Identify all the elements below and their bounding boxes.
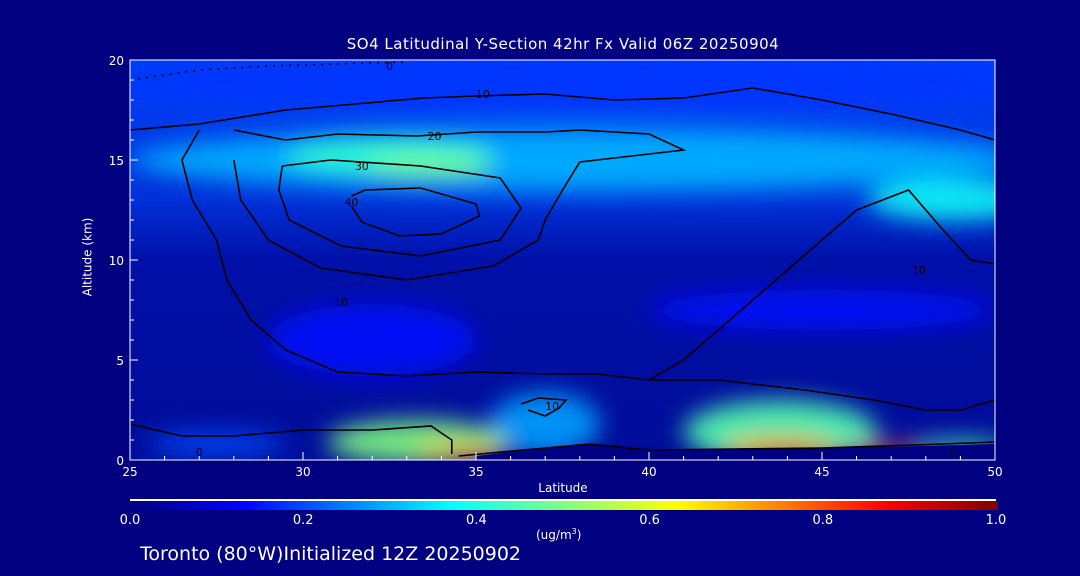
contour-label: 20 bbox=[427, 130, 441, 143]
contour-label: 0 bbox=[196, 446, 203, 459]
contour-label: 0 bbox=[386, 60, 393, 73]
concentration-region bbox=[130, 128, 995, 192]
contour-line-10 bbox=[648, 189, 995, 381]
contour-line-0 bbox=[458, 441, 995, 457]
colorbar-units: (ug/m3) bbox=[536, 527, 582, 542]
contour-line-0 bbox=[130, 423, 453, 454]
x-axis-label: Latitude bbox=[538, 481, 588, 495]
contour-line-30 bbox=[277, 159, 522, 257]
concentration-region bbox=[147, 432, 286, 456]
colorbar-tick-label: 1.0 bbox=[985, 513, 1007, 528]
contour-line-10 bbox=[520, 397, 568, 417]
plot-background bbox=[130, 60, 995, 460]
footer-info: Toronto (80°W)Initialized 12Z 20250902 bbox=[140, 543, 522, 565]
contour-line-20 bbox=[233, 129, 687, 281]
x-tick-label: 45 bbox=[814, 465, 829, 479]
concentration-region bbox=[649, 290, 995, 330]
x-tick-label: 30 bbox=[295, 465, 310, 479]
terrain-mask bbox=[476, 444, 995, 460]
x-tick-label: 40 bbox=[641, 465, 656, 479]
contour-label: 30 bbox=[355, 160, 369, 173]
contour-label: 0 bbox=[950, 445, 957, 458]
colorbar-tick-label: 0.0 bbox=[119, 513, 141, 528]
contour-label: 40 bbox=[344, 196, 358, 209]
colorbar-tick-label: 0.8 bbox=[812, 513, 834, 528]
contour-line-40 bbox=[350, 187, 481, 237]
chart-title: SO4 Latitudinal Y-Section 42hr Fx Valid … bbox=[346, 35, 780, 53]
contour-label: 10 bbox=[545, 400, 559, 413]
concentration-region bbox=[489, 392, 601, 456]
concentration-region bbox=[130, 60, 995, 110]
concentration-region bbox=[268, 304, 477, 376]
contour-label: 10 bbox=[476, 88, 490, 101]
y-axis-label: Altitude (km) bbox=[80, 217, 95, 297]
colorbar bbox=[130, 499, 998, 511]
contour-label: 10 bbox=[912, 264, 926, 277]
colorbar-tick-label: 0.4 bbox=[466, 513, 487, 528]
y-tick-label: 0 bbox=[116, 454, 124, 468]
y-tick-label: 15 bbox=[109, 154, 124, 168]
contour-line-10 bbox=[130, 87, 995, 141]
y-tick-label: 20 bbox=[109, 54, 124, 68]
x-tick-label: 35 bbox=[468, 465, 483, 479]
colorbar-tick-label: 0.2 bbox=[292, 513, 314, 528]
concentration-region bbox=[867, 180, 995, 220]
contour-line-10 bbox=[181, 129, 995, 411]
x-tick-label: 25 bbox=[122, 465, 137, 479]
colorbar-tick-label: 0.6 bbox=[639, 513, 660, 528]
y-tick-label: 10 bbox=[109, 254, 124, 268]
x-tick-label: 50 bbox=[987, 465, 1002, 479]
y-tick-label: 5 bbox=[116, 354, 124, 368]
contour-label: 10 bbox=[334, 296, 348, 309]
